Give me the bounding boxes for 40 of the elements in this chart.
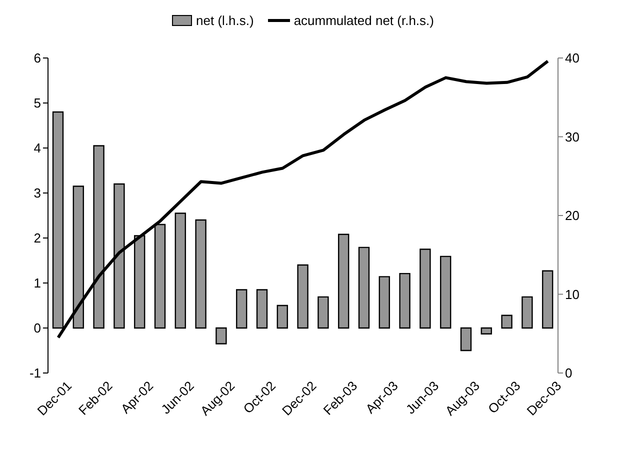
bar [480,327,492,334]
y-tick-label: 4 [34,140,41,156]
y-tick-label: 6 [34,50,41,66]
bar [420,248,431,329]
bar [522,296,533,329]
bar [236,289,248,329]
bar [256,289,268,329]
y2-tick-label: 10 [565,286,580,302]
bar [440,256,452,329]
y-tick-label: 0 [34,320,41,336]
bar [174,212,186,329]
bar [542,270,554,329]
y2-tick-label: 40 [565,50,580,66]
bar [276,304,288,329]
bar [72,186,84,329]
legend-label: acummulated net (r.h.s.) [294,13,434,28]
legend-label: net (l.h.s.) [196,13,254,28]
y2-tick-label: 30 [565,129,580,144]
bar [378,276,390,329]
y-tick-label: 1 [34,276,41,291]
bar [358,246,370,329]
y-tick-label: -1 [29,366,41,381]
bar [399,272,410,329]
y2-tick-label: 0 [565,366,572,381]
bar [195,219,206,329]
bar [154,224,166,329]
bar [501,314,512,329]
y2-tick-label: 20 [565,208,580,224]
bar [134,235,146,329]
y-tick-label: 5 [34,96,41,111]
bar [460,327,472,352]
bar [93,145,104,329]
line-series [56,60,550,340]
bar [114,183,125,329]
bar [297,264,308,329]
y-tick-label: 2 [34,230,41,246]
bar [318,296,329,329]
bar [338,234,350,329]
y-tick-label: 3 [34,186,41,201]
bar [216,327,227,344]
